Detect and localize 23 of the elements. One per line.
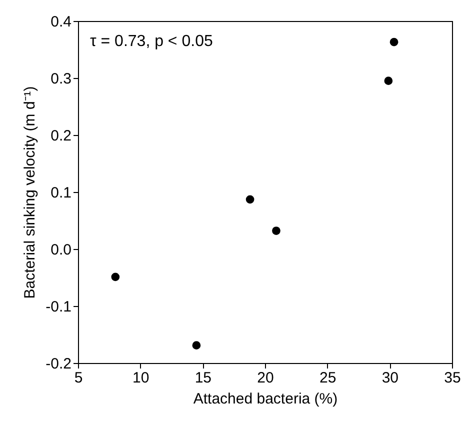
y-tick-label: 0.2 [50,128,72,144]
x-tick-label: 30 [382,370,399,386]
point [246,195,254,204]
point [272,226,280,235]
point [384,76,393,86]
y-tick-label: -0.1 [46,298,72,316]
annotation: τ = 0.73, p < 0.05 [90,33,213,50]
x-tick-label: 15 [194,370,212,386]
y-axis-title: Bacterial sinking velocity (m d⁻¹) [22,86,39,299]
point [192,341,201,350]
point [111,272,120,282]
x-tick-label: 20 [257,370,274,386]
y-tick-label: 0.3 [50,70,72,88]
y-tick-label: 0.1 [50,184,72,202]
x-tick-label: 35 [444,370,461,386]
y-tick-label: 0.4 [50,14,72,30]
x-tick-label: 25 [319,370,336,386]
x-axis-title: Attached bacteria (%) [193,390,338,408]
y-tick-label: 0.0 [50,242,72,258]
x-tick-label: 10 [132,370,150,386]
point [390,38,398,46]
x-tick-label: 5 [74,370,83,386]
y-tick-label: -0.2 [46,356,72,372]
